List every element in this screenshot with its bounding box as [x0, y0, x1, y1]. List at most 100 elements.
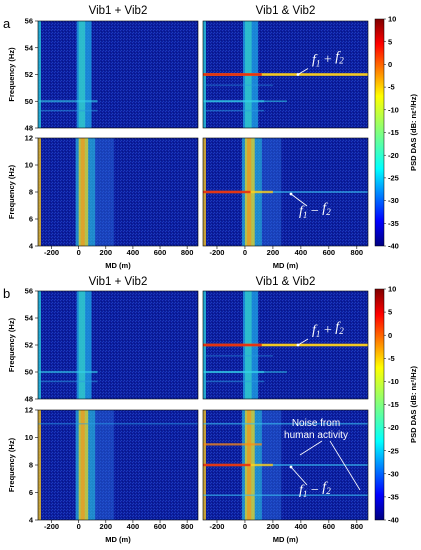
- annotation-subscript: 1: [316, 59, 321, 69]
- heatmap-plot: [202, 20, 369, 129]
- y-tick-label: 10: [25, 433, 33, 442]
- x-tick-label: 800: [351, 248, 364, 257]
- colorbar-tick-label: -5: [388, 354, 395, 363]
- diffuse-energy: [94, 138, 114, 246]
- y-tick-label: 8: [29, 188, 33, 197]
- annotation-subscript: 1: [316, 329, 321, 339]
- annotation-arrowhead: [289, 192, 293, 196]
- colorbar-tick-label: -10: [388, 377, 399, 386]
- frequency-band: [272, 464, 368, 466]
- x-tick-label: 800: [181, 248, 194, 257]
- edge-strip: [38, 291, 41, 399]
- heatmap-plot: [202, 290, 369, 400]
- annotation-subscript: 1: [303, 489, 308, 499]
- annotation-part: f: [335, 50, 341, 65]
- subplot-title: Vib1 + Vib2: [89, 5, 148, 17]
- heatmap-plot: [37, 137, 199, 247]
- y-tick-label: 6: [29, 215, 33, 224]
- colorbar-tick-label: 10: [388, 15, 396, 24]
- x-tick-label: 400: [127, 248, 140, 257]
- colorbar-tick-label: -20: [388, 151, 399, 160]
- x-tick-label: -200: [44, 248, 59, 257]
- frequency-band: [203, 100, 287, 103]
- source-column-core: [78, 21, 86, 128]
- y-tick-label: 4: [29, 516, 34, 525]
- frequency-band: [203, 371, 287, 373]
- annotation-text: Noise from: [292, 418, 340, 429]
- x-axis-label: MD (m): [105, 535, 131, 544]
- panel-letter: a: [3, 16, 11, 31]
- annotation-part: f: [322, 201, 328, 216]
- y-tick-label: 6: [29, 488, 33, 497]
- source-column-core: [78, 291, 86, 399]
- y-tick-label: 56: [25, 287, 33, 296]
- y-axis-label: Frequency (Hz): [7, 437, 16, 492]
- frequency-band: [203, 463, 251, 467]
- y-tick-label: 12: [25, 134, 33, 143]
- x-tick-label: 600: [154, 248, 167, 257]
- x-tick-label: 400: [295, 522, 308, 531]
- x-tick-label: 200: [100, 522, 113, 531]
- heatmap-plot: [202, 137, 369, 247]
- annotation-arrowhead: [289, 465, 293, 469]
- colorbar-label: PSD DAS (dB: nε²/Hz): [409, 94, 418, 171]
- annotation-label: f1 + f2: [312, 320, 344, 339]
- heatmap-plot: [37, 409, 199, 521]
- colorbar-tick-label: -20: [388, 423, 399, 432]
- heatmap-plot: [202, 409, 369, 521]
- plot-frame: [202, 20, 369, 129]
- colorbar-tick-label: -30: [388, 196, 399, 205]
- frequency-band: [203, 422, 368, 425]
- x-tick-label: 0: [77, 248, 81, 257]
- annotation-part: +: [320, 53, 335, 68]
- x-axis-label: MD (m): [273, 535, 299, 544]
- frequency-band: [203, 109, 265, 112]
- frequency-band: [203, 190, 251, 194]
- x-axis-label: MD (m): [105, 261, 131, 270]
- subplot-title: Vib1 & Vib2: [256, 276, 316, 288]
- annotation-arrowhead: [296, 343, 300, 347]
- x-tick-label: 600: [154, 522, 167, 531]
- diffuse-energy: [94, 410, 114, 520]
- frequency-band: [203, 73, 368, 76]
- annotation-arrow: [299, 440, 323, 456]
- annotation-part: f: [299, 483, 305, 498]
- frequency-band: [203, 84, 273, 86]
- colorbar-tick-label: -30: [388, 469, 399, 478]
- annotation-arrowhead: [296, 73, 300, 76]
- y-tick-label: 52: [25, 341, 33, 350]
- frequency-band: [272, 191, 368, 193]
- source-column-hot: [80, 410, 85, 520]
- annotation-subscript: 2: [326, 486, 331, 496]
- annotation-part: f: [312, 323, 318, 338]
- edge-strip: [38, 138, 41, 246]
- frequency-band: [38, 109, 98, 112]
- frequency-band: [203, 494, 368, 497]
- y-tick-label: 10: [25, 161, 33, 170]
- annotation-arrow: [290, 193, 308, 207]
- annotation-subscript: 2: [339, 56, 344, 66]
- colorbar-tick-label: 0: [388, 60, 392, 69]
- annotation-part: −: [307, 204, 322, 219]
- y-tick-label: 50: [25, 368, 33, 377]
- x-tick-label: 800: [351, 522, 364, 531]
- colorbar-tick-label: -25: [388, 174, 399, 183]
- colorbar-tick-label: -25: [388, 446, 399, 455]
- y-axis-label: Frequency (Hz): [7, 164, 16, 219]
- colorbar-tick-label: -15: [388, 128, 399, 137]
- x-tick-label: 200: [267, 522, 280, 531]
- frequency-band: [38, 370, 98, 374]
- colorbar-tick-label: 10: [388, 285, 396, 294]
- plot-frame: [202, 409, 369, 521]
- x-tick-label: 0: [243, 522, 247, 531]
- colorbar-tick-label: -5: [388, 83, 395, 92]
- heatmap-texture: [38, 21, 198, 128]
- y-tick-label: 54: [25, 314, 34, 323]
- y-tick-label: 52: [25, 70, 33, 79]
- colorbar-tick-label: -10: [388, 105, 399, 114]
- x-tick-label: -200: [209, 522, 224, 531]
- colorbar-tick-label: -35: [388, 493, 399, 502]
- annotation-label: f1 − f2: [299, 201, 331, 220]
